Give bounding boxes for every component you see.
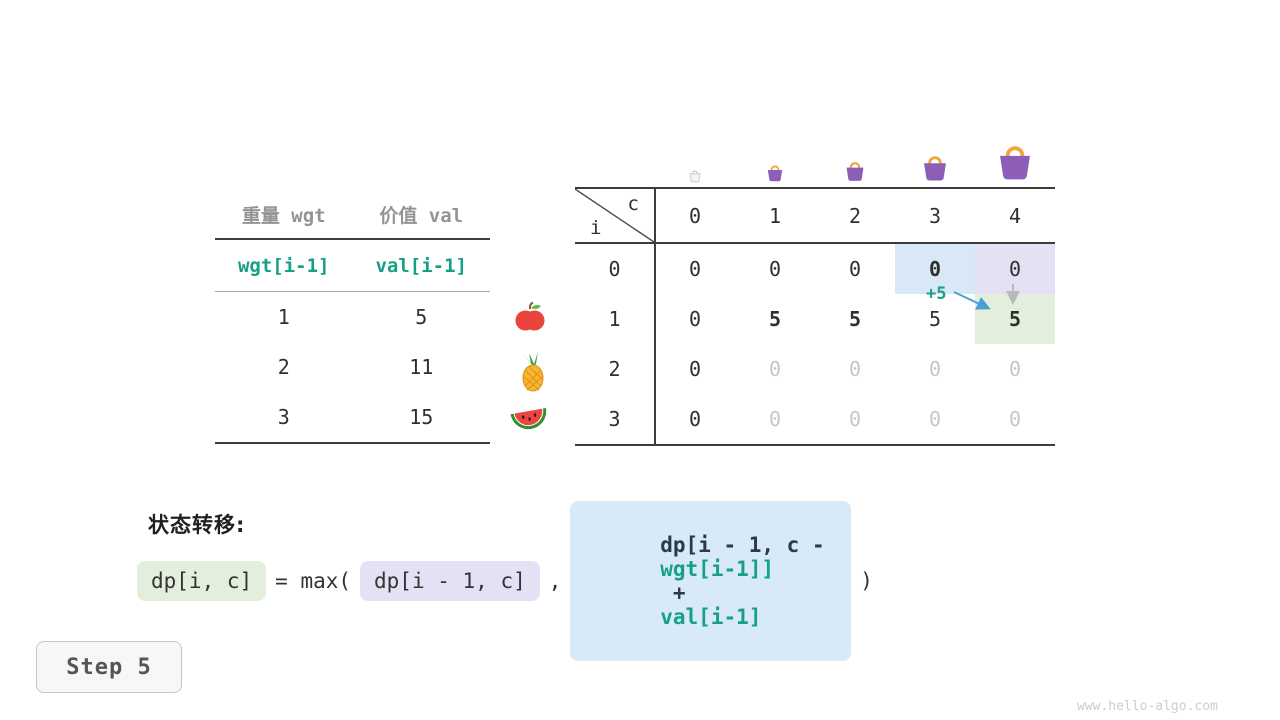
dp-col-header-1: 1 <box>768 203 782 228</box>
item-table-formula-row: wgt[i-1] val[i-1] <box>215 240 490 292</box>
formula-take-val: val[i-1] <box>660 605 762 629</box>
formula-take-wgt: wgt[i-1]] <box>660 557 775 581</box>
dp-cell-1-0: 0 <box>688 307 702 331</box>
dp-row-header-3: 3 <box>608 407 621 431</box>
dp-cell-0-3: 0 <box>895 244 975 294</box>
wgt-cell-2: 3 <box>277 405 290 429</box>
dp-cell-3-0: 0 <box>688 407 702 431</box>
plus-five-label: +5 <box>926 284 946 304</box>
step-indicator: Step 5 <box>36 641 182 693</box>
apple-icon <box>514 301 546 337</box>
corner-col-label: c <box>627 193 639 215</box>
val-cell-2: 15 <box>409 405 434 429</box>
state-transition-label: 状态转移: <box>148 513 246 537</box>
dp-cell-0-2: 0 <box>848 257 862 281</box>
formula-close-paren: ) <box>860 569 873 593</box>
dp-cell-0-0: 0 <box>688 257 702 281</box>
item-table-row-1: 2 11 <box>215 342 490 392</box>
dp-row-header-1: 1 <box>608 307 621 331</box>
wgt-cell-0: 1 <box>277 305 290 329</box>
formula-dp-current: dp[i, c] <box>137 561 267 601</box>
dp-row-headers: 0 1 2 3 <box>575 244 654 444</box>
bag-icon-capacity-3 <box>918 151 952 187</box>
dp-col-headers: 0 1 2 3 4 <box>655 189 1055 242</box>
item-table: 重量 wgt 价值 val wgt[i-1] val[i-1] 1 5 2 11 3 15 <box>215 190 490 444</box>
watermelon-icon <box>509 403 552 439</box>
val-formula-cell: val[i-1] <box>375 254 467 277</box>
dp-cell-2-4: 0 <box>1008 357 1022 381</box>
dp-cell-1-1: 5 <box>768 307 782 331</box>
dp-col-header-2: 2 <box>848 203 862 228</box>
formula-take-prefix: dp[i - 1, c - <box>660 533 838 557</box>
formula-take-plus: + <box>660 581 699 605</box>
transition-formula: dp[i, c] = max( dp[i - 1, c] , dp[i - 1,… <box>137 501 882 661</box>
dp-col-header-0: 0 <box>688 203 702 228</box>
item-table-header: 重量 wgt 价值 val <box>215 190 490 240</box>
dp-cell-2-1: 0 <box>768 357 782 381</box>
dp-cell-3-1: 0 <box>768 407 782 431</box>
formula-dp-take: dp[i - 1, c - wgt[i-1]] + val[i-1] <box>570 501 852 661</box>
wgt-formula-cell: wgt[i-1] <box>237 254 330 277</box>
dp-cell-3-3: 0 <box>928 407 942 431</box>
dp-table-top-border <box>575 187 1055 189</box>
dp-row-header-0: 0 <box>608 257 621 281</box>
val-cell-0: 5 <box>415 305 428 329</box>
dp-cell-3-4: 0 <box>1008 407 1022 431</box>
dp-cell-2-2: 0 <box>848 357 862 381</box>
formula-dp-skip: dp[i - 1, c] <box>360 561 540 601</box>
bag-icon-capacity-2 <box>842 158 868 187</box>
corner-diagonal-line <box>575 189 654 242</box>
formula-equals-max: = max( <box>275 569 352 593</box>
dp-row-header-2: 2 <box>608 357 621 381</box>
bag-icon-capacity-0 <box>687 168 703 187</box>
item-table-rows: 1 5 2 11 3 15 <box>215 292 490 444</box>
weight-column-header: 重量 wgt <box>241 204 326 227</box>
dp-cell-0-1: 0 <box>768 257 782 281</box>
dp-table-vertical-border <box>654 187 656 446</box>
value-column-header: 价值 val <box>379 204 464 227</box>
dp-cell-2-3: 0 <box>928 357 942 381</box>
dp-cell-1-3: 5 <box>928 307 942 331</box>
dp-table-bottom-border <box>575 444 1055 446</box>
wgt-cell-1: 2 <box>277 355 290 379</box>
dp-cell-2-0: 0 <box>688 357 702 381</box>
dp-table-header-border <box>575 242 1055 244</box>
corner-row-label: i <box>590 217 602 239</box>
bag-icon-capacity-4 <box>992 139 1038 187</box>
dp-cell-3-2: 0 <box>848 407 862 431</box>
dp-col-header-3: 3 <box>928 203 942 228</box>
dp-cell-0-4: 0 <box>975 244 1055 294</box>
take-item-arrow <box>953 291 991 310</box>
watermark: www.hello-algo.com <box>1077 699 1218 714</box>
dp-table-corner: c i <box>575 189 654 242</box>
val-cell-1: 11 <box>409 355 434 379</box>
transition-arrows: +5 <box>926 284 1020 310</box>
dp-col-header-4: 4 <box>1008 203 1022 228</box>
pineapple-icon <box>518 352 548 396</box>
item-table-row-2: 3 15 <box>215 392 490 442</box>
formula-comma: , <box>548 569 562 593</box>
dp-cell-1-2: 5 <box>848 307 862 331</box>
bag-icon-capacity-1 <box>764 162 786 187</box>
